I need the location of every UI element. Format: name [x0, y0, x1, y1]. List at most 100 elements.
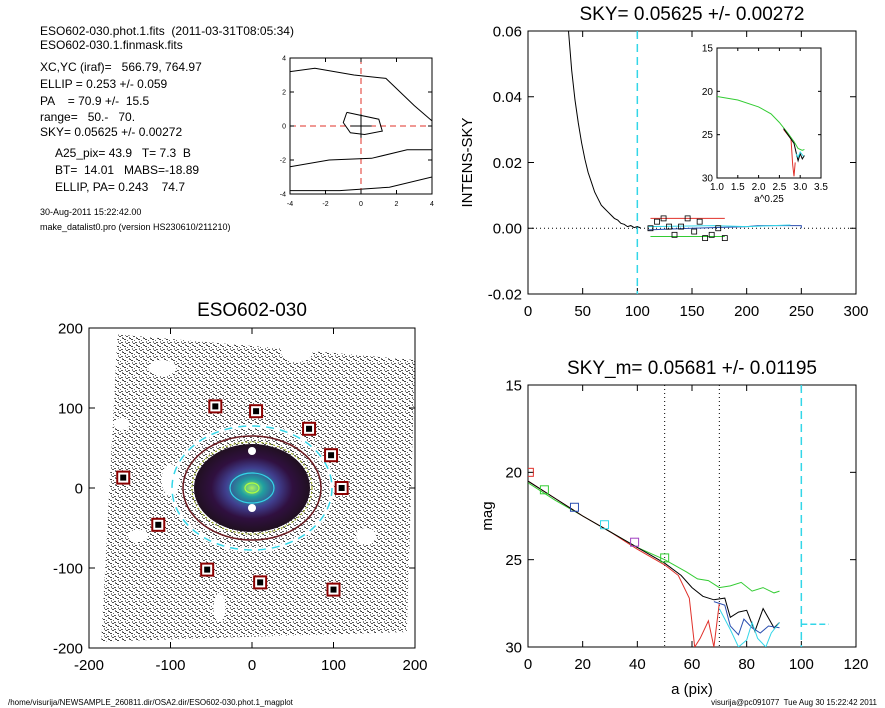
- image-ytick-label: -100: [53, 560, 83, 577]
- image-frame: [88, 327, 416, 649]
- sky-profile: [568, 30, 641, 229]
- center-ellipse: [244, 482, 260, 494]
- mask-line: ESO602-030.1.finmask.fits: [40, 38, 183, 52]
- contour-2: [290, 149, 432, 168]
- mag-xtick: 0 20 40 60 80 100 120: [524, 385, 869, 673]
- star-core: [306, 425, 313, 432]
- star-core: [330, 586, 337, 593]
- sky-data: [528, 30, 856, 294]
- contour-ytick: -4 -2 0 2 4: [280, 55, 432, 198]
- sky-point: [684, 215, 691, 222]
- sky-xtick-label: 100: [625, 303, 650, 320]
- contour-xtick-label: 2: [395, 201, 399, 208]
- contour-xtick-label: -2: [322, 201, 328, 208]
- sky-ytick-label: 0.02: [493, 155, 522, 172]
- inset-ytick-label: 15: [702, 44, 714, 55]
- mag-ytick-label: 20: [505, 465, 522, 482]
- mask-dot: [248, 447, 256, 455]
- image-ytick-label: -200: [53, 640, 83, 657]
- inset-xtick-label: 3.0: [793, 182, 807, 193]
- mag-xtick-label: 60: [684, 656, 701, 673]
- inset-xtick-label: 3.5: [814, 182, 828, 193]
- contour-ytick-label: 0: [282, 123, 286, 130]
- masked-patch: [113, 418, 130, 430]
- footer-user: visurija@pc091077 Tue Aug 30 15:22:42 20…: [711, 698, 877, 707]
- mag-xtick-label: 40: [629, 656, 646, 673]
- star-core: [155, 521, 162, 528]
- sky-point: [691, 228, 698, 235]
- sky-xtick-label: 250: [789, 303, 814, 320]
- inset-ytick: 15 20 25 30: [702, 44, 821, 185]
- inset-ytick-label: 20: [702, 87, 714, 98]
- sky-xtick-label: 200: [734, 303, 759, 320]
- mag-ytick-label: 30: [505, 639, 522, 656]
- inset-xtick-label: 1.5: [731, 182, 745, 193]
- inset-xtick-label: 2.0: [752, 182, 766, 193]
- star-core: [120, 474, 127, 481]
- masked-patch: [127, 530, 148, 542]
- contour-xtick: -4 -2 0 2 4: [287, 58, 434, 208]
- image-xtick-label: -200: [74, 657, 104, 674]
- sky-ytick: -0.02 0.00 0.02 0.04 0.06: [488, 23, 856, 303]
- inset-ytick-label: 30: [702, 174, 714, 185]
- inset-xlabel: a^0.25: [754, 194, 784, 205]
- derived-a25: A25_pix= 43.9 T= 7.3 B: [55, 146, 191, 160]
- star-core: [212, 403, 219, 410]
- image-xtick-label: 100: [321, 657, 346, 674]
- param-xcyc: XC,YC (iraf)= 566.79, 764.97: [40, 60, 202, 74]
- mag-xtick-label: 80: [738, 656, 755, 673]
- mag-xtick-label: 0: [524, 656, 532, 673]
- contour-0: [342, 111, 383, 136]
- a25-ellipse: [182, 435, 322, 541]
- star-core: [328, 452, 335, 459]
- sky-point: [671, 231, 678, 238]
- contour-3: [290, 176, 432, 192]
- sky-point: [654, 218, 660, 225]
- sky-ytick-label: 0.06: [493, 23, 522, 40]
- masked-patch: [213, 594, 226, 622]
- inset-xtick-label: 2.5: [772, 182, 786, 193]
- sky-point: [678, 223, 684, 230]
- image-xtick-label: 0: [248, 657, 256, 674]
- file-line: ESO602-030.phot.1.fits (2011-03-31T08:05…: [40, 24, 294, 38]
- mask-dot: [248, 504, 256, 512]
- mag-xlabel: a (pix): [671, 681, 713, 698]
- image-field: [101, 334, 415, 642]
- sky-xtick-label: 50: [574, 303, 591, 320]
- mag-ytick-label: 25: [505, 552, 522, 569]
- contour-xtick-label: 0: [359, 201, 363, 208]
- sky-ytick-label: -0.02: [488, 286, 522, 303]
- mag-xtick-label: 100: [789, 656, 814, 673]
- inset-data: [717, 96, 805, 177]
- mag-series-cyan: [718, 608, 780, 647]
- contour-ytick-label: -2: [280, 157, 286, 164]
- star-core: [253, 408, 260, 415]
- mag-xtick-label: 20: [574, 656, 591, 673]
- sky-xtick-label: 0: [524, 303, 532, 320]
- mag-series-blue: [713, 601, 780, 636]
- derived-ellip-pa: ELLIP, PA= 0.243 74.7: [55, 180, 185, 194]
- param-sky: SKY= 0.05625 +/- 0.00272: [40, 125, 183, 139]
- sky-point: [660, 215, 667, 222]
- mag-series-black: [528, 480, 780, 633]
- mag-xtick-label: 120: [843, 656, 868, 673]
- star-core: [257, 579, 264, 586]
- sky-point: [696, 218, 703, 225]
- sky-point: [721, 235, 728, 242]
- image-ytick-label: 0: [75, 480, 83, 497]
- inner-ellipse-cyan: [229, 472, 275, 504]
- mag-marker-purple: [630, 537, 640, 547]
- date-line: 30-Aug-2011 15:22:42.00: [40, 207, 142, 217]
- image-ytick-label: 200: [58, 320, 83, 337]
- sky-ytick-label: 0.00: [493, 221, 522, 238]
- mag-title: SKY_m= 0.05681 +/- 0.01195: [567, 358, 817, 379]
- param-range: range= 50.- 70.: [40, 110, 136, 124]
- contour-ytick-label: 4: [282, 55, 286, 62]
- sky-xtick: 0 50 100 150 200 250 300: [524, 31, 869, 320]
- contour-1: [290, 67, 432, 122]
- footer-path: /home/visurija/NEWSAMPLE_260811.dir/OSA2…: [8, 698, 293, 707]
- sky-point: [647, 225, 654, 232]
- mag-marker-blue: [569, 502, 579, 512]
- sky-ylabel: INTENS-SKY: [459, 117, 476, 207]
